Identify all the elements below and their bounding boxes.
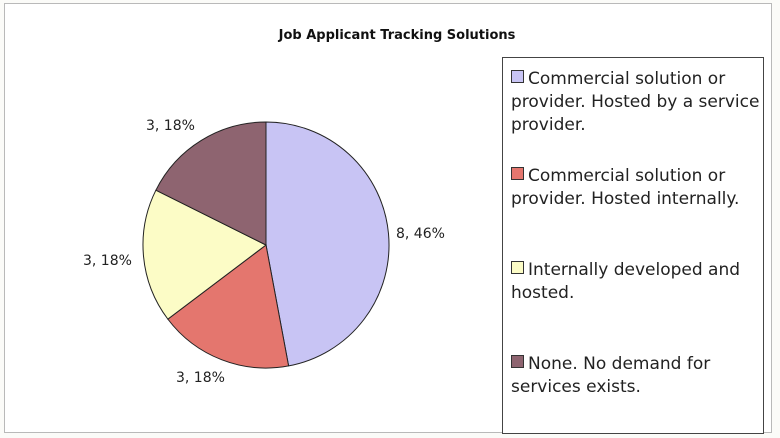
legend-item-none: None. No demand for services exists.	[511, 353, 761, 399]
pie-slice-hosted-internally	[167, 244, 290, 369]
pie-chart	[142, 121, 390, 369]
legend-swatch	[511, 167, 524, 180]
data-label-hosted-internally: 3, 18%	[176, 370, 225, 386]
legend-swatch	[511, 261, 524, 274]
data-label-internally-developed: 3, 18%	[83, 253, 132, 269]
data-label-hosted-by-provider: 8, 46%	[396, 226, 445, 242]
chart-title: Job Applicant Tracking Solutions	[0, 28, 780, 43]
legend-label: Commercial solution or provider. Hosted …	[511, 166, 740, 209]
legend-swatch	[511, 355, 524, 368]
pie-slice-internally-developed	[142, 189, 267, 320]
legend: Commercial solution or provider. Hosted …	[502, 57, 764, 434]
legend-item-internally-developed: Internally developed and hosted.	[511, 259, 761, 305]
pie-slice-none	[155, 121, 267, 246]
data-label-none: 3, 18%	[146, 118, 195, 134]
legend-label: Commercial solution or provider. Hosted …	[511, 69, 760, 135]
chart-title-text: Job Applicant Tracking Solutions	[278, 28, 516, 43]
pie-slice-hosted-by-provider	[265, 121, 390, 367]
legend-label: Internally developed and hosted.	[511, 260, 741, 303]
legend-label: None. No demand for services exists.	[511, 354, 711, 397]
legend-swatch	[511, 70, 524, 83]
legend-item-hosted-internally: Commercial solution or provider. Hosted …	[511, 165, 761, 211]
legend-item-hosted-by-provider: Commercial solution or provider. Hosted …	[511, 68, 761, 137]
